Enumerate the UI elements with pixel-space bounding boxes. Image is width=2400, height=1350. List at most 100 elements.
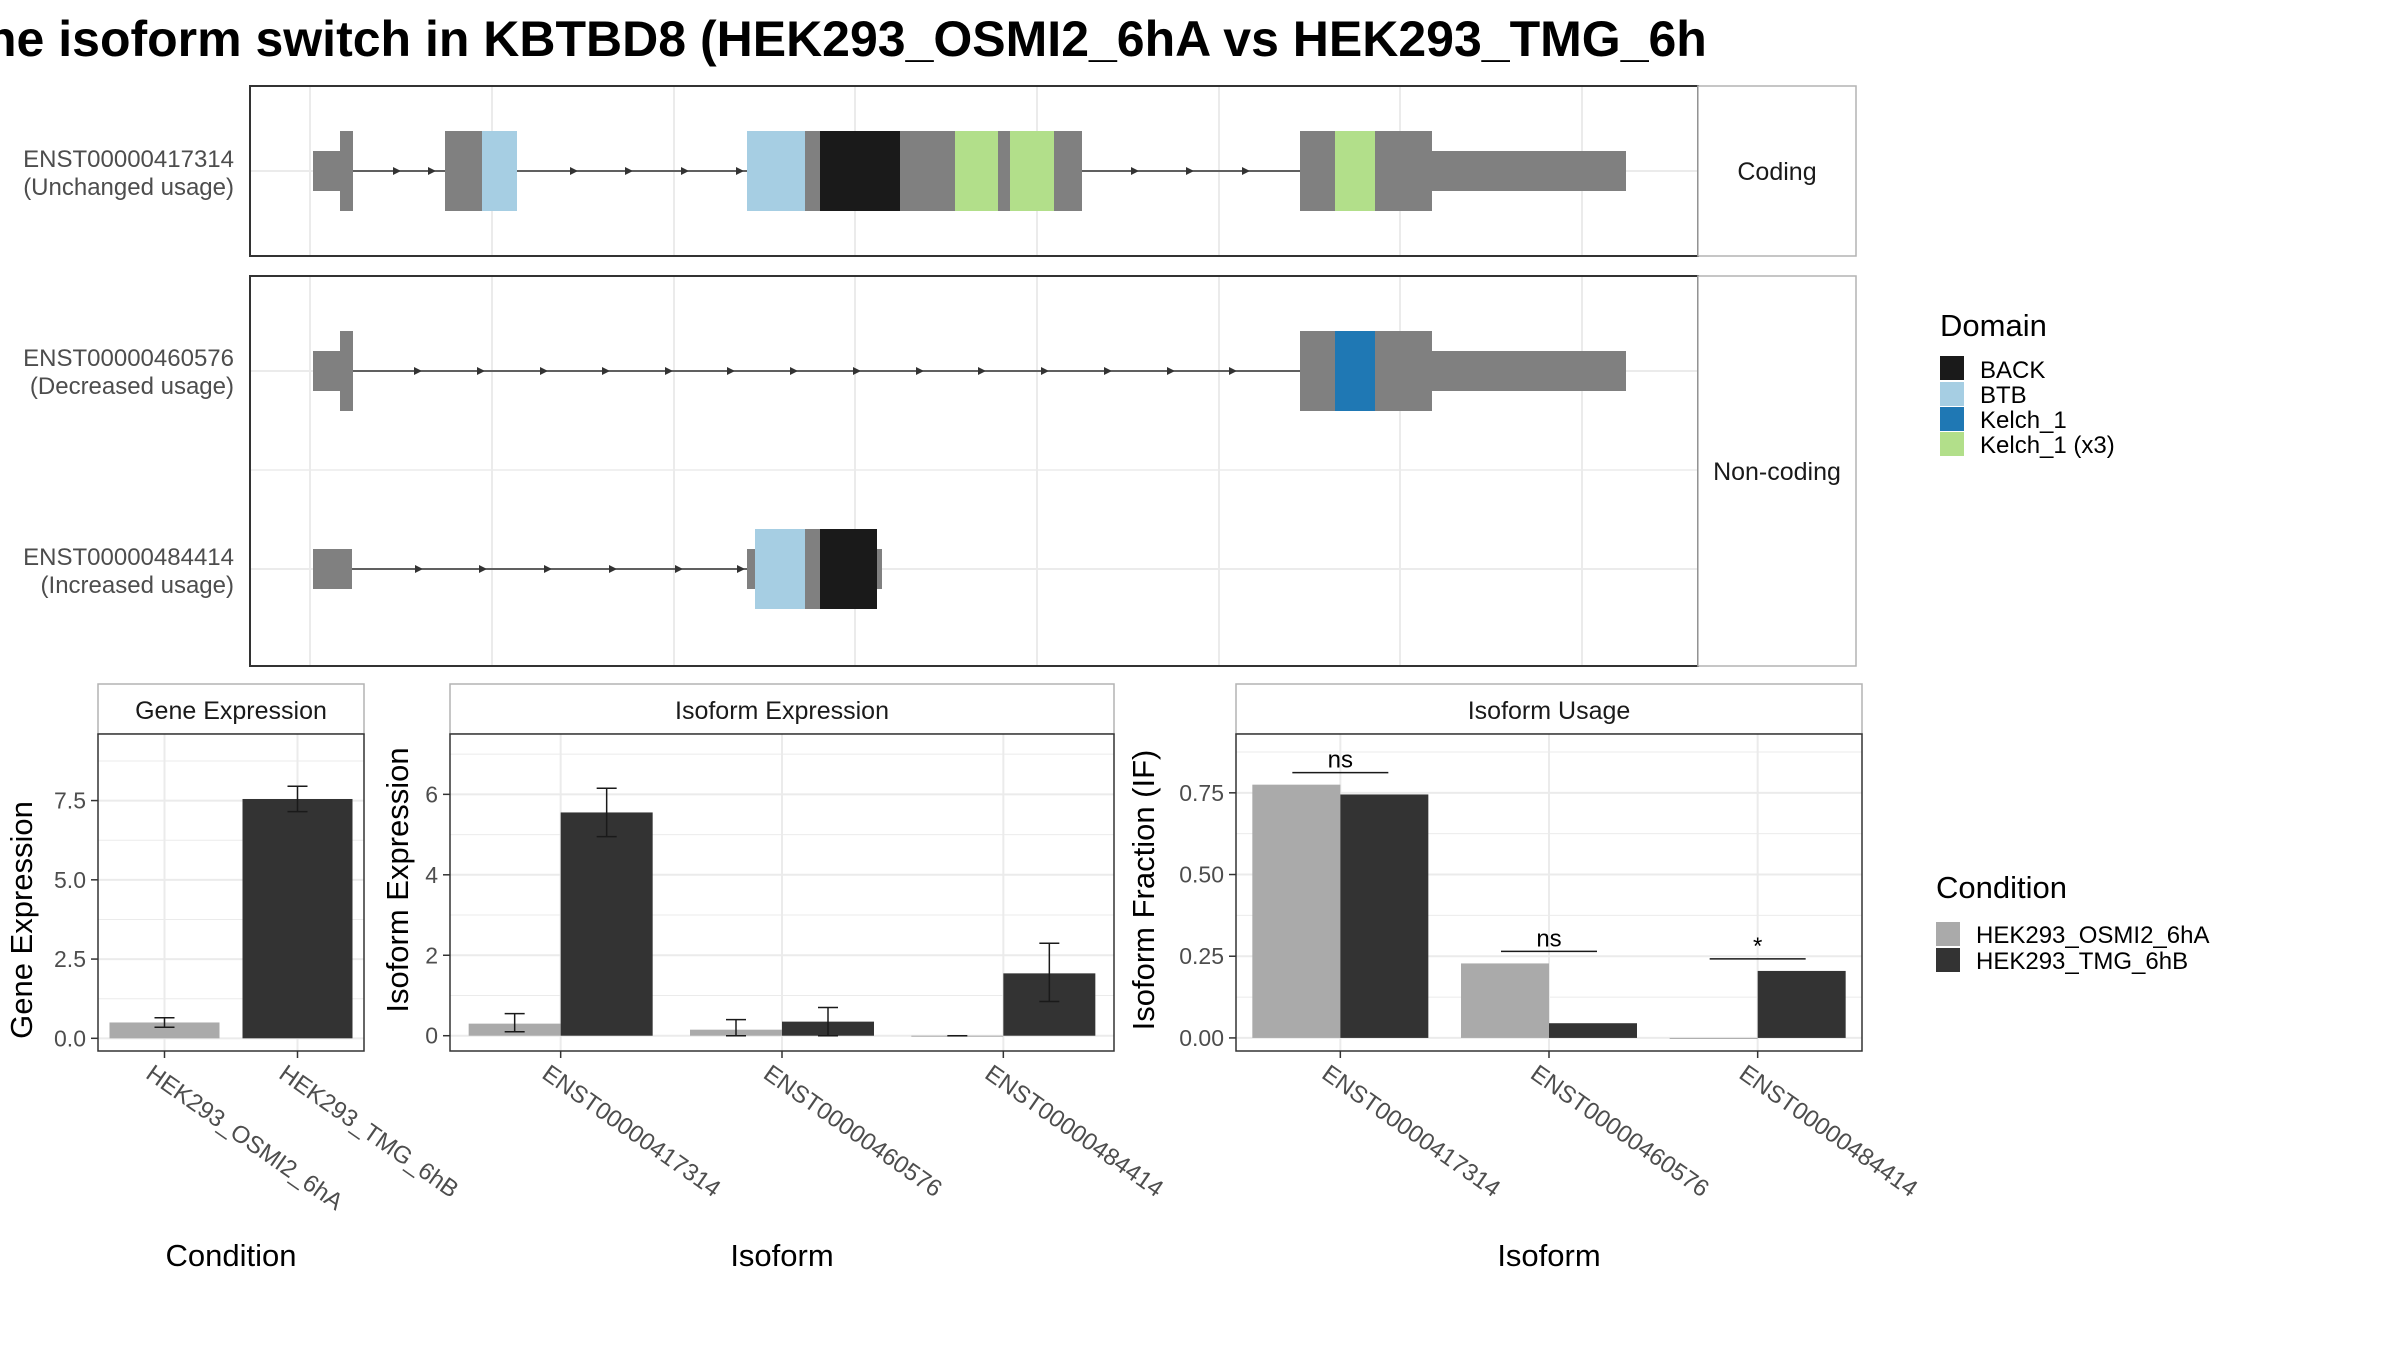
gene-expression-ylabel: Gene Expression <box>4 801 39 1039</box>
bar-ENST00000460576 <box>1549 1023 1637 1038</box>
utr-exon <box>877 549 882 589</box>
intron-direction-arrow <box>544 565 552 573</box>
legend-label-btb: BTB <box>1980 382 2027 409</box>
domain-segment-kelch-1-x3- <box>955 131 998 211</box>
transcript-2-usage: (Decreased usage) <box>30 373 234 400</box>
y-tick-label: 0.25 <box>1179 943 1224 969</box>
intron-direction-arrow <box>414 367 422 375</box>
legend-swatch-kelch1 <box>1940 407 1964 431</box>
bar-ENST00000460576 <box>1461 963 1549 1038</box>
utr-exon <box>1432 351 1626 391</box>
intron-direction-arrow <box>978 367 986 375</box>
legend-swatch-btb <box>1940 382 1964 406</box>
noncoding-strip <box>1697 275 1857 667</box>
coding-exon <box>340 131 353 211</box>
domain-legend-title: Domain <box>1940 308 2047 343</box>
intron-direction-arrow <box>602 367 610 375</box>
coding-strip-label: Coding <box>1737 158 1816 186</box>
bar-ENST00000417314 <box>1340 794 1429 1038</box>
domain-segment-kelch-1 <box>1335 331 1375 411</box>
intron-direction-arrow <box>393 167 401 175</box>
intron-direction-arrow <box>681 167 689 175</box>
x-tick-label: ENST00000417314 <box>537 1060 725 1203</box>
legend-label-back: BACK <box>1980 357 2045 384</box>
intron-direction-arrow <box>916 367 924 375</box>
utr-exon <box>1432 151 1626 191</box>
coding-exon <box>805 131 820 211</box>
bar-ENST00000417314 <box>1252 784 1341 1038</box>
transcript-1-usage: (Unchanged usage) <box>23 174 234 201</box>
intron-direction-arrow <box>479 565 487 573</box>
domain-segment-kelch-1-x3- <box>1335 131 1375 211</box>
intron-direction-arrow <box>477 367 485 375</box>
coding-strip <box>1697 85 1857 257</box>
condition-legend: Condition HEK293_OSMI2_6hA HEK293_TMG_6h… <box>1936 870 2209 975</box>
intron-direction-arrow <box>1041 367 1049 375</box>
y-tick-label: 7.5 <box>54 788 86 814</box>
intron-direction-arrow <box>540 367 548 375</box>
coding-exon <box>1300 131 1335 211</box>
intron-direction-arrow <box>737 565 745 573</box>
transcript-1-id: ENST00000417314 <box>23 146 234 173</box>
domain-legend: Domain BACK BTB Kelch_1 Kelch_1 (x3) <box>1940 308 2115 459</box>
transcript-3-id: ENST00000484414 <box>23 544 234 571</box>
intron-direction-arrow <box>1242 167 1250 175</box>
intron-direction-arrow <box>570 167 578 175</box>
x-tick-label: ENST00000460576 <box>1526 1060 1714 1203</box>
y-tick-label: 0.0 <box>54 1025 86 1051</box>
y-tick-label: 0 <box>425 1023 438 1049</box>
x-tick-label: ENST00000417314 <box>1317 1060 1505 1203</box>
y-tick-label: 0.75 <box>1179 780 1224 806</box>
x-tick-label: ENST00000460576 <box>759 1060 947 1203</box>
bar-ENST00000484414 <box>1757 970 1846 1038</box>
condition-label-tmg: HEK293_TMG_6hB <box>1976 948 2188 975</box>
coding-exon <box>900 131 955 211</box>
legend-label-kelch1x3: Kelch_1 (x3) <box>1980 432 2115 459</box>
condition-label-osmi2: HEK293_OSMI2_6hA <box>1976 922 2209 949</box>
intron-direction-arrow <box>1186 167 1194 175</box>
isoform-expression-xlabel: Isoform <box>730 1238 833 1273</box>
intron-direction-arrow <box>665 367 673 375</box>
intron-direction-arrow <box>609 565 617 573</box>
x-tick-label: ENST00000484414 <box>980 1060 1168 1203</box>
condition-swatch-osmi2 <box>1936 922 1960 946</box>
y-tick-label: 2 <box>425 942 438 968</box>
domain-segment-btb <box>747 131 805 211</box>
isoform-expression-plot: 0 2 4 6 ENST00000417314 ENST00000460576 ENST00… <box>425 733 1168 1203</box>
significance-label: ns <box>1536 925 1561 952</box>
intron-direction-arrow <box>736 167 744 175</box>
intron-direction-arrow <box>853 367 861 375</box>
significance-label: * <box>1753 933 1762 960</box>
bar-HEK293_OSMI2_6hA <box>109 1022 220 1039</box>
intron-direction-arrow <box>428 167 436 175</box>
isoform-usage-ylabel: Isoform Fraction (IF) <box>1126 750 1161 1031</box>
intron-direction-arrow <box>1229 367 1237 375</box>
gene-expression-strip-label: Gene Expression <box>135 697 327 725</box>
utr-exon <box>313 549 352 589</box>
isoform-usage-xlabel: Isoform <box>1497 1238 1600 1273</box>
intron-direction-arrow <box>675 565 683 573</box>
legend-swatch-back <box>1940 356 1964 380</box>
transcript-2-id: ENST00000460576 <box>23 345 234 372</box>
plot-border <box>97 733 365 1052</box>
gene-expression-panel: Gene Expression 0.02.55.07.5HEK293_OSMI2… <box>4 683 463 1273</box>
coding-exon <box>998 131 1010 211</box>
y-tick-label: 2.5 <box>54 946 86 972</box>
y-tick-label: 6 <box>425 781 438 807</box>
coding-exon <box>1300 331 1335 411</box>
x-tick-label: ENST00000484414 <box>1734 1060 1922 1203</box>
chart-title: ne isoform switch in KBTBD8 (HEK293_OSMI… <box>0 11 1707 67</box>
coding-exon <box>1375 331 1432 411</box>
domain-segment-back <box>820 529 877 609</box>
utr-exon <box>747 549 755 589</box>
intron-direction-arrow <box>727 367 735 375</box>
y-tick-label: 0.00 <box>1179 1025 1224 1051</box>
isoform-expression-ylabel: Isoform Expression <box>380 747 415 1012</box>
y-tick-label: 5.0 <box>54 867 86 893</box>
intron-direction-arrow <box>1167 367 1175 375</box>
isoform-usage-strip-label: Isoform Usage <box>1468 697 1631 725</box>
significance-label: ns <box>1328 747 1353 774</box>
noncoding-panel-bg <box>249 275 1699 667</box>
